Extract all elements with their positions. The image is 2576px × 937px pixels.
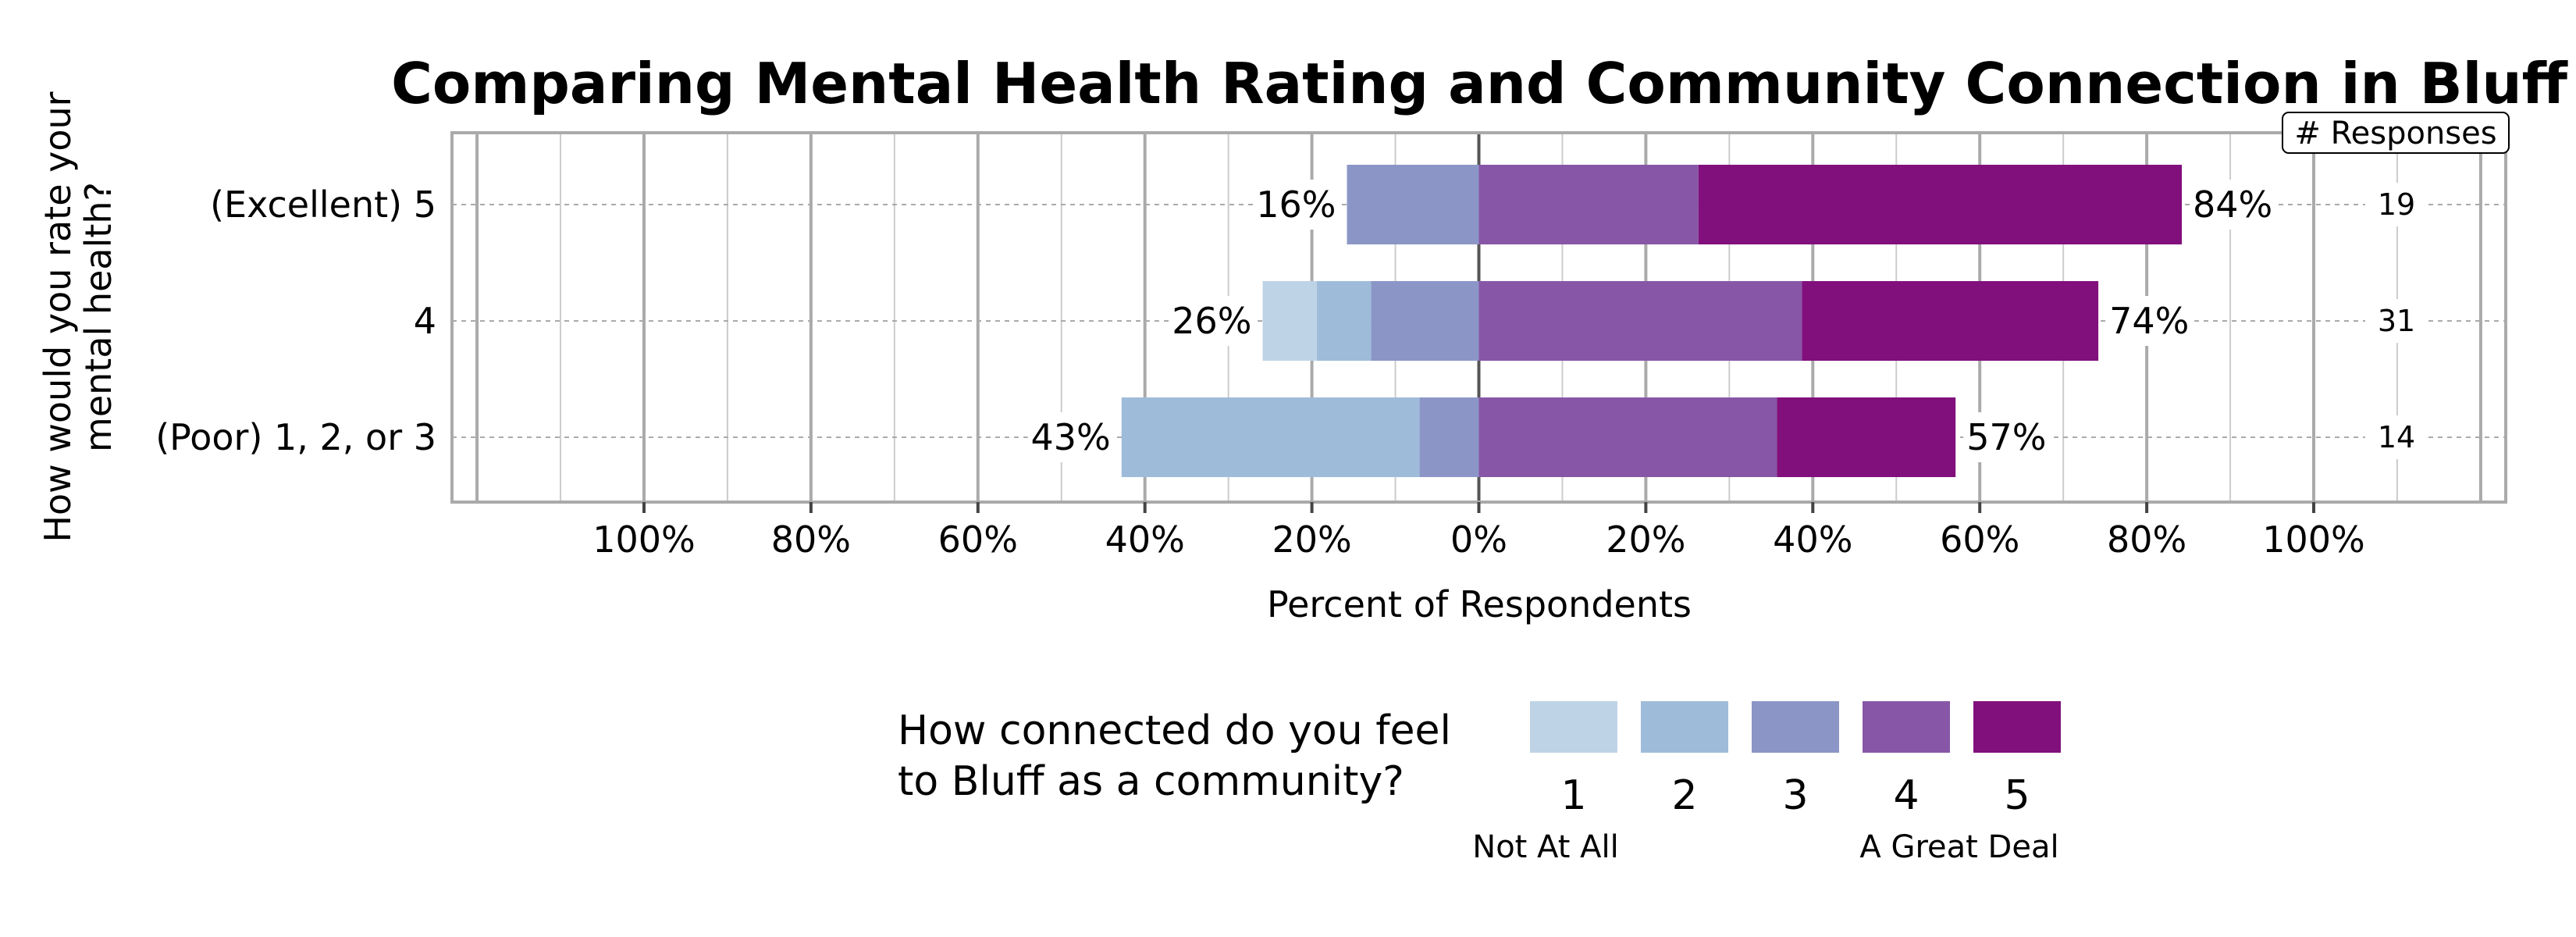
x-tick-label: 60% bbox=[938, 518, 1018, 561]
positive-percent-label: 57% bbox=[1966, 416, 2046, 458]
responses-header-text: # Responses bbox=[2294, 116, 2496, 151]
response-count: 31 bbox=[2378, 304, 2415, 338]
label-bg bbox=[2365, 183, 2428, 226]
x-tick-label: 100% bbox=[2262, 518, 2365, 561]
negative-percent-label: 43% bbox=[1030, 416, 1110, 458]
x-axis-label: Percent of Respondents bbox=[1267, 583, 1692, 625]
x-tick-label: 100% bbox=[592, 518, 696, 561]
label-bg bbox=[2106, 296, 2193, 346]
bar-segment-2 bbox=[1317, 281, 1372, 361]
x-tick-label: 40% bbox=[1105, 518, 1185, 561]
bar-segment-4 bbox=[1478, 165, 1699, 244]
label-bg bbox=[2190, 180, 2276, 230]
x-tick-label: 60% bbox=[1940, 518, 2019, 561]
positive-percent-label: 74% bbox=[2109, 300, 2189, 342]
y-axis-label-line1: How would you rate your bbox=[37, 91, 79, 542]
responses-header: # Responses bbox=[2282, 112, 2510, 154]
chart-title: Comparing Mental Health Rating and Commu… bbox=[391, 51, 2568, 116]
label-bg bbox=[1253, 180, 1340, 230]
response-count: 14 bbox=[2378, 420, 2415, 454]
x-ticks: 100% 80% 60% 40% 20% 0% 20% 40% 60% 80% 100% bbox=[592, 502, 2365, 561]
legend-swatch-4 bbox=[1863, 701, 1950, 753]
bar-segment-5 bbox=[1802, 281, 2099, 361]
negative-percent-label: 26% bbox=[1172, 300, 1251, 342]
legend-label-4: 4 bbox=[1893, 772, 1919, 819]
category-label: (Excellent) 5 bbox=[210, 183, 436, 226]
legend-swatch-5 bbox=[1973, 701, 2061, 753]
bar-segment-2 bbox=[1121, 397, 1420, 477]
category-label: (Poor) 1, 2, or 3 bbox=[155, 416, 436, 458]
x-tick-label: 80% bbox=[2107, 518, 2186, 561]
y-axis-label-line2: mental health? bbox=[77, 182, 119, 452]
legend-swatch-1 bbox=[1530, 701, 1617, 753]
positive-percent-label: 84% bbox=[2193, 183, 2272, 226]
legend-swatch-3 bbox=[1752, 701, 1839, 753]
bar-segment-3 bbox=[1371, 281, 1479, 361]
legend-title-line1: How connected do you feel bbox=[898, 707, 1451, 754]
legend-swatch-2 bbox=[1641, 701, 1728, 753]
bar-segment-3 bbox=[1419, 397, 1479, 477]
legend-label-1: 1 bbox=[1560, 772, 1586, 819]
bar-segment-1 bbox=[1262, 281, 1318, 361]
x-tick-label: 40% bbox=[1773, 518, 1852, 561]
category-label: 4 bbox=[414, 300, 436, 342]
negative-percent-label: 16% bbox=[1256, 183, 1336, 226]
x-tick-label: 0% bbox=[1450, 518, 1507, 561]
x-tick-label: 20% bbox=[1272, 518, 1351, 561]
legend-label-2: 2 bbox=[1671, 772, 1697, 819]
legend-title-line2: to Bluff as a community? bbox=[898, 758, 1404, 805]
bar-segment-5 bbox=[1698, 165, 2183, 244]
x-tick-label: 20% bbox=[1606, 518, 1685, 561]
legend-label-3: 3 bbox=[1782, 772, 1808, 819]
bar-segment-4 bbox=[1478, 281, 1802, 361]
y-axis-label: How would you rate yourmental health? bbox=[37, 91, 119, 542]
bar-segment-4 bbox=[1478, 397, 1777, 477]
label-bg bbox=[2365, 299, 2428, 343]
legend-high-label: A Great Deal bbox=[1859, 829, 2058, 865]
bar-segment-3 bbox=[1347, 165, 1479, 244]
bars bbox=[1121, 165, 2183, 477]
rows: (Excellent) 5 16% 84% 19 4 26% 74% 31 (Poor) 1, … bbox=[155, 180, 2428, 462]
legend: How connected do you feel to Bluff as a … bbox=[898, 701, 2061, 865]
label-bg bbox=[1169, 296, 1255, 346]
x-tick-label: 80% bbox=[771, 518, 851, 561]
label-bg bbox=[2365, 415, 2428, 459]
legend-low-label: Not At All bbox=[1472, 829, 1618, 865]
label-bg bbox=[1027, 412, 1114, 462]
bar-segment-5 bbox=[1777, 397, 1956, 477]
legend-label-5: 5 bbox=[2004, 772, 2030, 819]
y-axis-label-text: How would you rate yourmental health? bbox=[37, 91, 119, 542]
label-bg bbox=[1963, 412, 2050, 462]
response-count: 19 bbox=[2378, 187, 2415, 222]
